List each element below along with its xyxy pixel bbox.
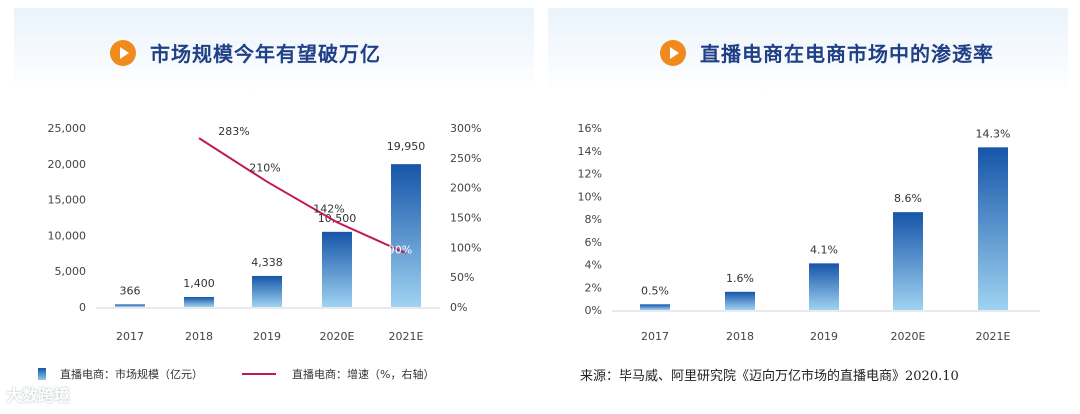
x-tick-label: 2021E	[389, 330, 424, 340]
growth-line	[198, 137, 407, 255]
bar	[809, 263, 839, 310]
bar-value-label: 366	[120, 284, 141, 297]
bar-value-label: 1,400	[183, 277, 215, 290]
bar-value-label: 10,500	[318, 212, 357, 225]
left-chart-header: 市场规模今年有望破万亿	[110, 38, 381, 67]
legend-bar-label: 直播电商：市场规模（亿元）	[60, 368, 203, 381]
y2-tick-label: 50%	[450, 271, 474, 284]
y-tick-label: 2%	[585, 281, 602, 294]
x-tick-label: 2021E	[976, 330, 1011, 340]
y2-tick-label: 300%	[450, 122, 481, 135]
right-chart-header: 直播电商在电商市场中的渗透率	[660, 38, 994, 67]
bar	[252, 275, 282, 307]
bar	[184, 296, 214, 307]
bar-value-label: 8.6%	[894, 192, 922, 205]
y-tick-label: 8%	[585, 213, 602, 226]
growth-value-label: 210%	[249, 162, 280, 175]
bar-value-label: 4.1%	[810, 243, 838, 256]
bar	[978, 147, 1008, 310]
growth-value-label: 90%	[388, 243, 412, 256]
y-tick-label: 6%	[585, 236, 602, 249]
x-tick-label: 2019	[253, 330, 281, 340]
play-icon	[660, 39, 686, 66]
y-tick-label: 5,000	[55, 265, 87, 278]
y-tick-label: 0	[79, 301, 86, 314]
bar	[725, 291, 755, 310]
bar-value-label: 0.5%	[641, 284, 669, 297]
x-tick-label: 2020E	[320, 330, 355, 340]
growth-value-label: 283%	[218, 125, 249, 138]
bar-value-label: 4,338	[251, 256, 283, 269]
watermark-text: 大数跨境	[6, 386, 71, 405]
y-tick-label: 0%	[585, 304, 602, 317]
y-tick-label: 4%	[585, 259, 602, 272]
x-tick-label: 2020E	[891, 330, 926, 340]
x-tick-label: 2017	[641, 330, 669, 340]
y2-tick-label: 150%	[450, 212, 481, 225]
y-tick-label: 14%	[578, 145, 602, 158]
y-tick-label: 16%	[578, 122, 602, 135]
y-tick-label: 10,000	[48, 229, 87, 242]
left-chart-title: 市场规模今年有望破万亿	[150, 42, 381, 66]
bar	[640, 304, 670, 310]
bar	[893, 212, 923, 310]
legend-line-entry: 直播电商：增速（%，右轴）	[242, 366, 434, 382]
growth-value-label: 142%	[313, 202, 344, 215]
bar	[391, 164, 421, 307]
bar-value-label: 14.3%	[976, 127, 1011, 140]
bar-value-label: 1.6%	[726, 272, 754, 285]
y-tick-label: 25,000	[48, 122, 87, 135]
market-size-chart: 0 5,000 10,000 15,000 20,000 25,000 0% 50% 100% 1…	[48, 122, 482, 340]
right-chart-title: 直播电商在电商市场中的渗透率	[700, 42, 994, 66]
bar	[322, 231, 352, 307]
y-tick-label: 12%	[578, 168, 602, 181]
legend-bar-entry: 直播电商：市场规模（亿元）	[38, 366, 203, 382]
x-tick-label: 2019	[810, 330, 838, 340]
source-note: 来源：毕马威、阿里研究院《迈向万亿市场的直播电商》2020.10	[580, 369, 959, 384]
y-tick-label: 15,000	[48, 194, 87, 207]
x-tick-label: 2017	[116, 330, 144, 340]
y2-tick-label: 0%	[450, 301, 467, 314]
bar	[115, 304, 145, 307]
y-tick-label: 20,000	[48, 158, 87, 171]
bar-value-label: 19,950	[387, 140, 426, 153]
y2-tick-label: 250%	[450, 152, 481, 165]
x-tick-label: 2018	[185, 330, 213, 340]
y2-tick-label: 200%	[450, 182, 481, 195]
x-tick-label: 2018	[726, 330, 754, 340]
y-tick-label: 10%	[578, 190, 602, 203]
play-icon	[110, 39, 136, 66]
legend-line-label: 直播电商：增速（%，右轴）	[292, 368, 435, 381]
y2-tick-label: 100%	[450, 241, 481, 254]
penetration-chart: 0% 2% 4% 6% 8% 10% 12% 14% 16% 0.5% 2017 1.6% 2018 4.…	[578, 122, 1040, 340]
legend-bar-swatch	[38, 368, 46, 380]
legend-line-swatch	[242, 373, 276, 375]
